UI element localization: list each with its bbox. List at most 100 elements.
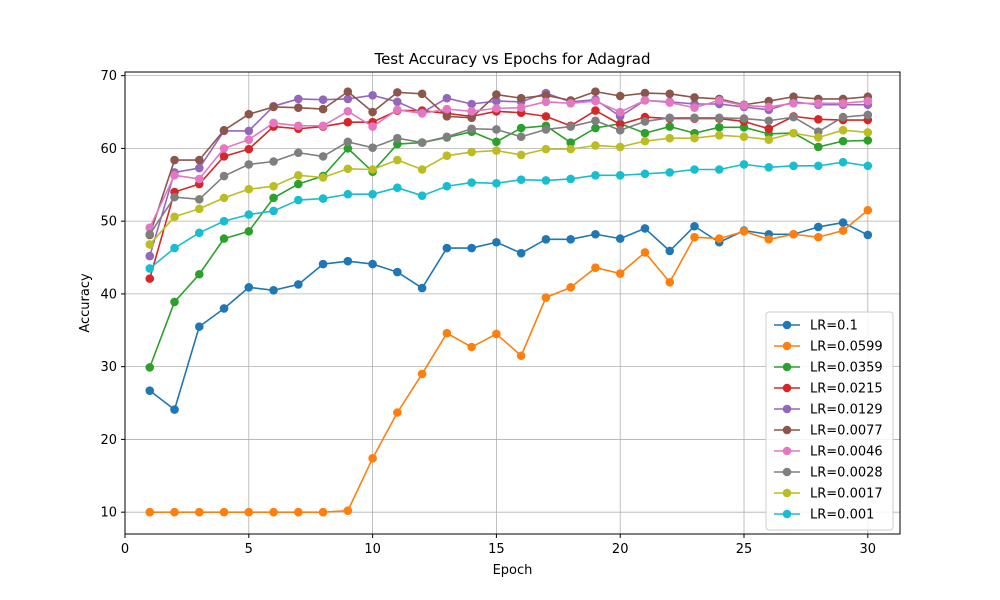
data-point xyxy=(516,175,526,184)
legend-item: LR=0.0017 xyxy=(774,487,883,502)
series-lr-0-0077 xyxy=(145,87,873,240)
data-point xyxy=(838,112,848,122)
data-point xyxy=(492,179,501,188)
data-point xyxy=(640,169,650,179)
data-point xyxy=(492,90,501,99)
data-point xyxy=(863,96,873,106)
data-point xyxy=(368,454,377,463)
data-point xyxy=(714,122,724,132)
data-point xyxy=(318,152,328,161)
data-point xyxy=(343,144,353,153)
data-point xyxy=(442,328,452,338)
data-point xyxy=(813,114,823,124)
data-point xyxy=(714,96,724,105)
data-point xyxy=(145,386,155,395)
data-point xyxy=(640,96,650,105)
data-point xyxy=(368,122,377,131)
legend-label: LR=0.1 xyxy=(810,319,858,334)
legend-label: LR=0.0359 xyxy=(810,361,883,376)
data-point xyxy=(541,125,551,134)
data-point xyxy=(170,212,179,222)
data-point xyxy=(145,229,155,239)
legend-item: LR=0.001 xyxy=(774,508,874,523)
data-point xyxy=(244,135,254,144)
legend-label: LR=0.0215 xyxy=(810,382,883,397)
data-point xyxy=(640,128,650,138)
legend: LR=0.1 LR=0.0599 LR=0.0359 LR=0.0215 LR=0.01… xyxy=(765,311,894,531)
data-point xyxy=(541,176,551,185)
data-point xyxy=(219,507,229,517)
data-point xyxy=(269,507,278,517)
data-point xyxy=(640,88,650,98)
data-point xyxy=(467,113,476,123)
data-point xyxy=(442,151,452,160)
x-tick-label: 30 xyxy=(860,542,877,557)
data-point xyxy=(516,150,526,160)
data-point xyxy=(145,274,155,283)
data-point xyxy=(789,229,798,239)
data-point xyxy=(343,164,353,174)
data-point xyxy=(541,293,551,302)
data-point xyxy=(294,103,303,112)
data-point xyxy=(417,283,427,293)
data-point xyxy=(194,195,204,204)
data-point xyxy=(417,369,427,379)
data-point xyxy=(838,226,848,235)
data-point xyxy=(739,132,749,142)
data-point xyxy=(393,105,402,115)
data-point xyxy=(393,133,402,143)
legend-label: LR=0.0028 xyxy=(810,466,883,481)
data-point xyxy=(665,122,675,131)
data-point xyxy=(244,227,254,236)
legend-item: LR=0.0215 xyxy=(774,382,883,397)
plot-area-frame xyxy=(124,71,901,535)
data-point xyxy=(318,194,328,203)
data-point xyxy=(591,123,600,133)
legend-label: LR=0.0077 xyxy=(810,424,883,439)
data-point xyxy=(194,228,204,238)
data-point xyxy=(393,408,402,417)
data-point xyxy=(541,90,551,100)
data-point xyxy=(591,263,600,273)
data-point xyxy=(764,124,774,134)
data-point xyxy=(294,280,303,289)
data-point xyxy=(219,125,229,135)
data-point xyxy=(739,101,749,110)
data-point xyxy=(690,221,699,231)
series-lr-0-0599 xyxy=(145,205,873,517)
data-point xyxy=(194,269,204,279)
data-point xyxy=(690,93,699,102)
data-point xyxy=(813,222,823,232)
data-point xyxy=(591,106,600,115)
data-point xyxy=(417,165,427,174)
data-point xyxy=(813,133,823,142)
data-point xyxy=(368,189,377,199)
legend-label: LR=0.0046 xyxy=(810,445,883,460)
data-point xyxy=(714,113,724,123)
data-point xyxy=(764,235,774,244)
data-point xyxy=(838,136,848,146)
legend-marker xyxy=(782,509,792,519)
y-tick-label: 10 xyxy=(100,506,117,521)
legend-item: LR=0.0046 xyxy=(774,445,883,460)
x-tick-label: 25 xyxy=(736,542,753,557)
data-point xyxy=(170,171,179,180)
data-point xyxy=(219,144,229,153)
data-point xyxy=(566,98,575,108)
series-line xyxy=(148,109,868,279)
data-point xyxy=(269,118,278,128)
data-point xyxy=(269,285,278,295)
data-point xyxy=(244,144,254,154)
data-point xyxy=(343,506,353,516)
data-point xyxy=(219,171,229,181)
data-point xyxy=(615,91,625,101)
data-point xyxy=(467,106,476,116)
data-point xyxy=(343,87,353,96)
data-point xyxy=(863,136,873,145)
legend-marker xyxy=(782,446,792,456)
data-point xyxy=(219,234,229,243)
data-point xyxy=(467,147,476,157)
data-point xyxy=(640,117,650,126)
x-tick-label: 0 xyxy=(121,542,129,557)
data-point xyxy=(244,283,254,292)
